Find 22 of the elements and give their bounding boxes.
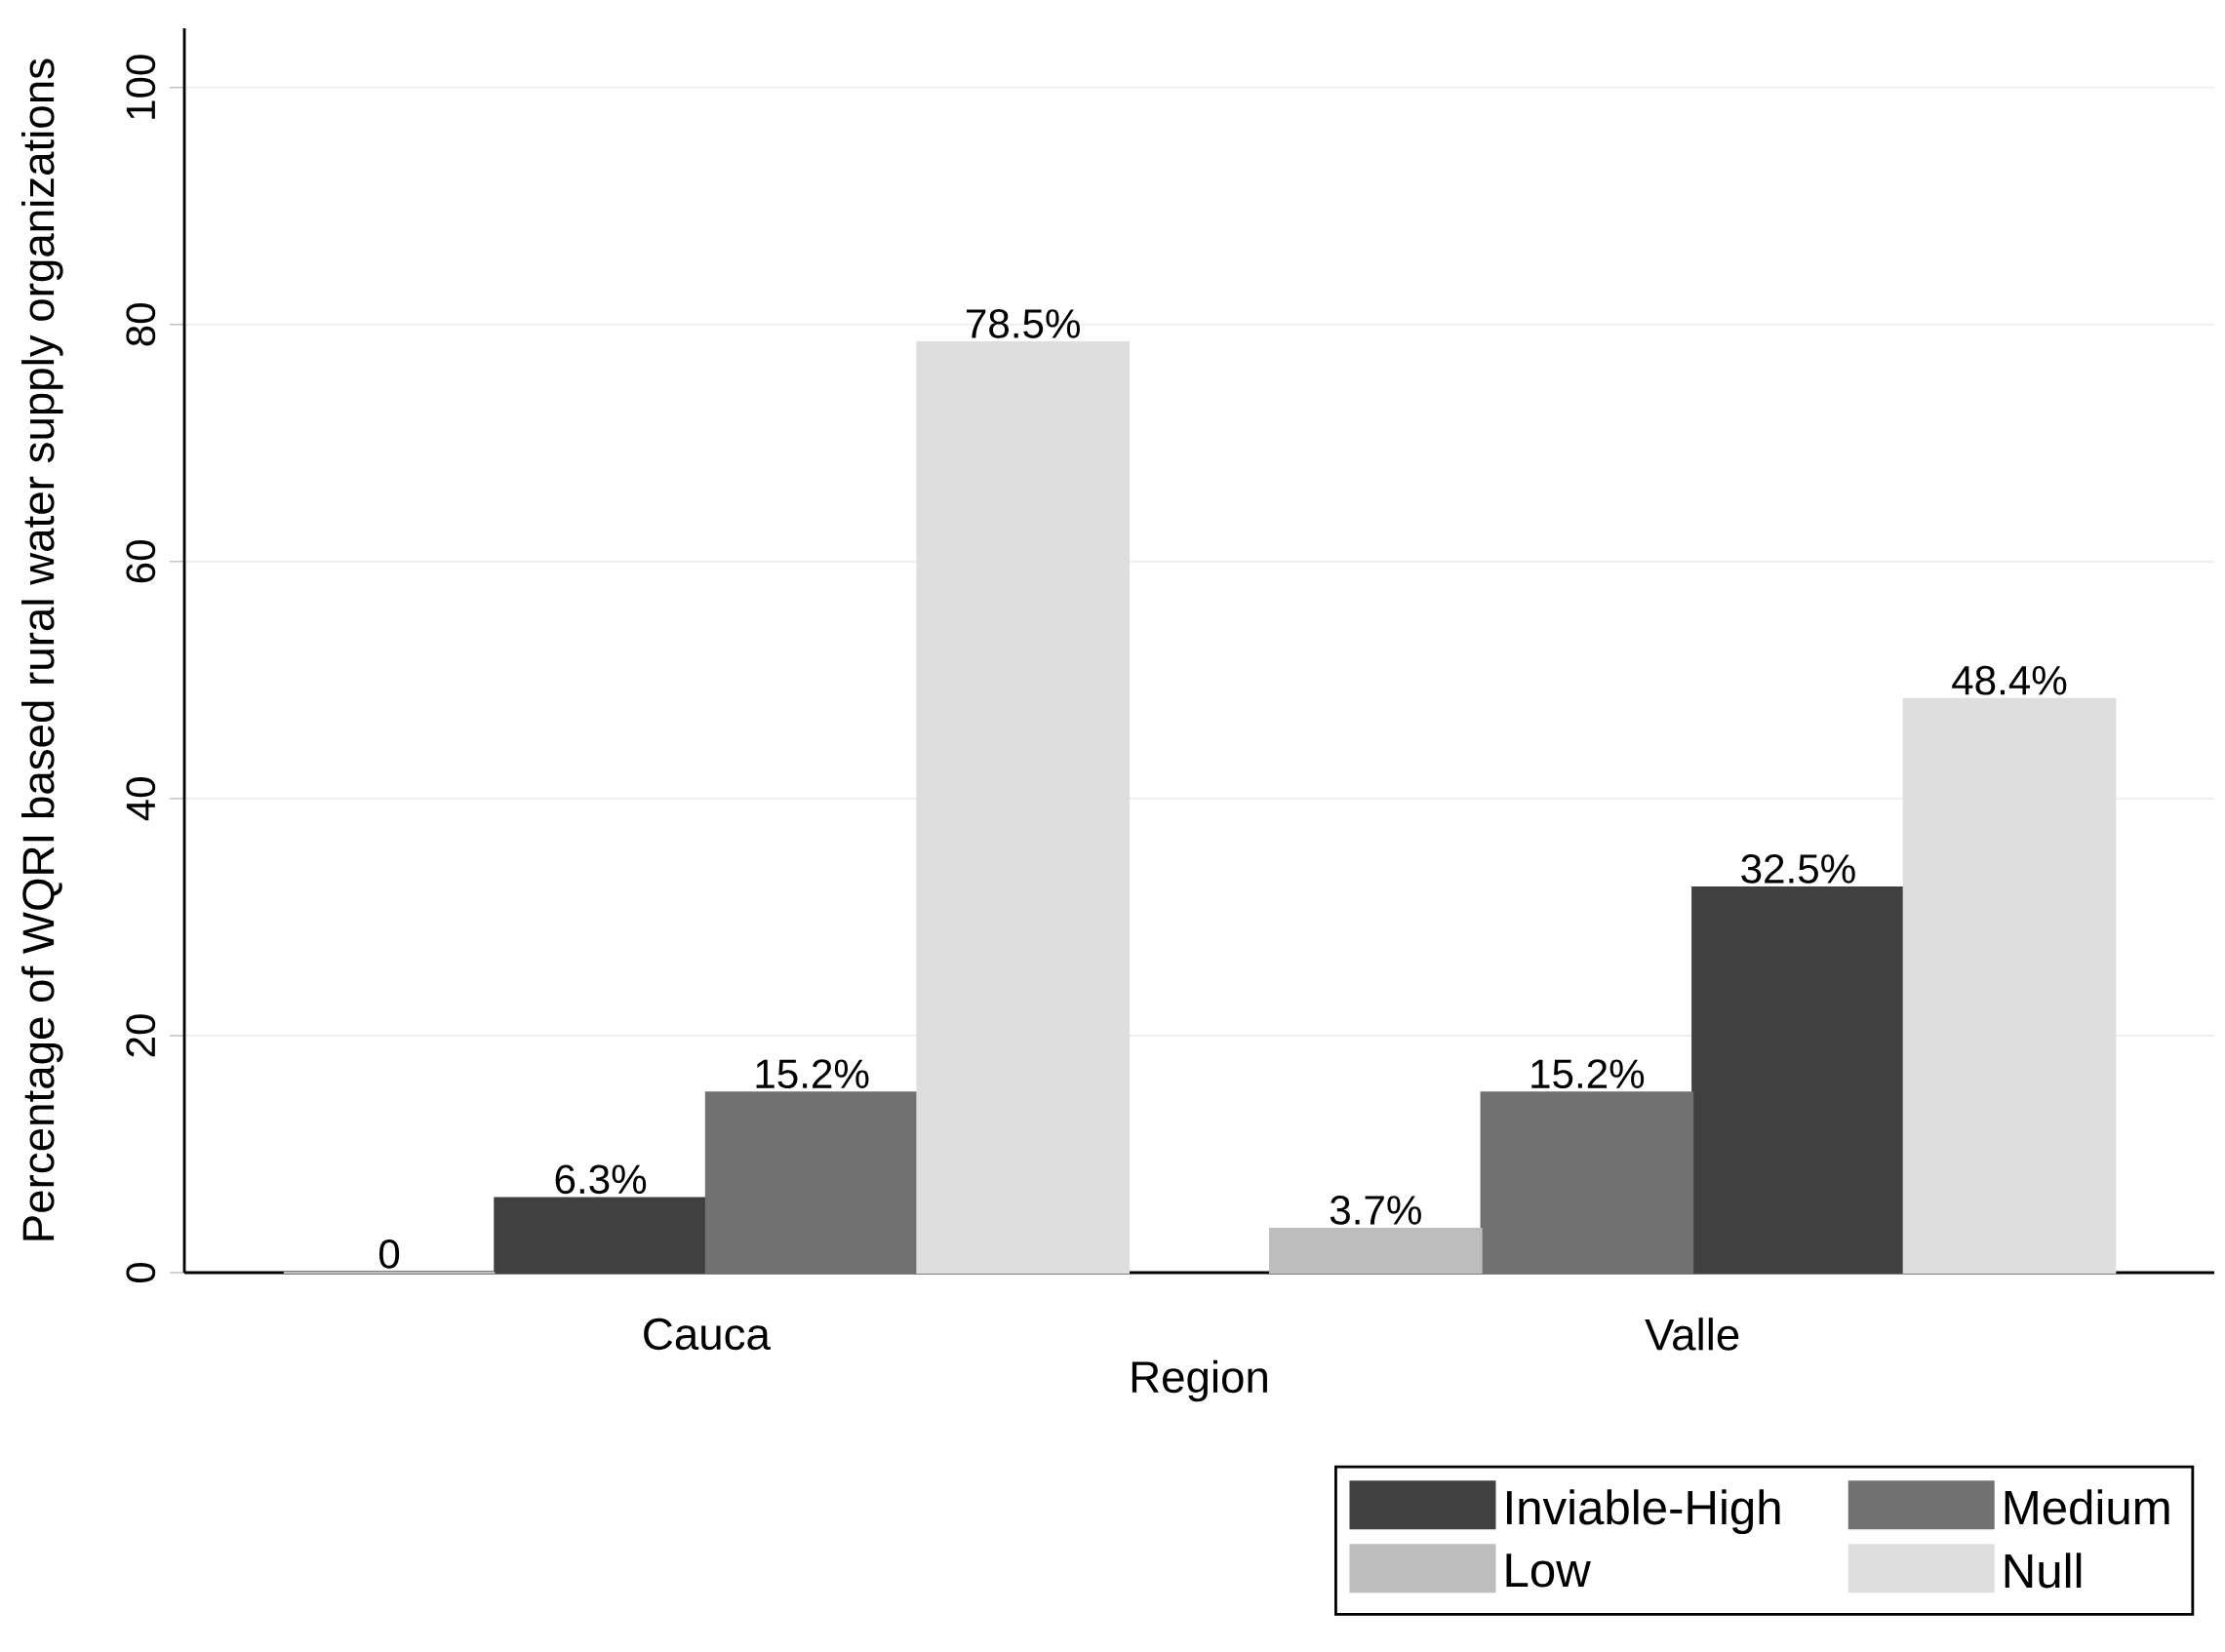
- data-label: 3.7%: [1330, 1195, 1421, 1225]
- legend-label: Medium: [2005, 1489, 2169, 1525]
- data-label: 15.2%: [1531, 1059, 1645, 1089]
- y-tick-label: 80: [126, 302, 156, 346]
- y-axis-title: Percentage of WQRI based rural water supply organizations: [21, 59, 63, 1240]
- x-axis-title: Region: [1132, 1359, 1267, 1402]
- data-label: 0: [378, 1239, 400, 1269]
- data-label: 15.2%: [756, 1059, 869, 1089]
- data-label: 32.5%: [1741, 853, 1855, 884]
- data-label: 48.4%: [1952, 665, 2067, 695]
- y-tick-label: 0: [126, 1262, 156, 1283]
- legend-label: Null: [2005, 1553, 2082, 1589]
- y-tick-label: 60: [126, 540, 156, 583]
- y-tick-label: 100: [126, 55, 156, 119]
- legend-label: Low: [1506, 1554, 1591, 1588]
- text: Valle: [1645, 1318, 1739, 1351]
- y-tick-label: 20: [126, 1014, 156, 1057]
- legend-label: Inviable-High: [1507, 1489, 1780, 1535]
- data-label: 78.5%: [967, 308, 1080, 338]
- data-label: 6.3%: [555, 1164, 647, 1195]
- text: Cauca: [644, 1318, 771, 1351]
- y-tick-label: 40: [126, 777, 156, 821]
